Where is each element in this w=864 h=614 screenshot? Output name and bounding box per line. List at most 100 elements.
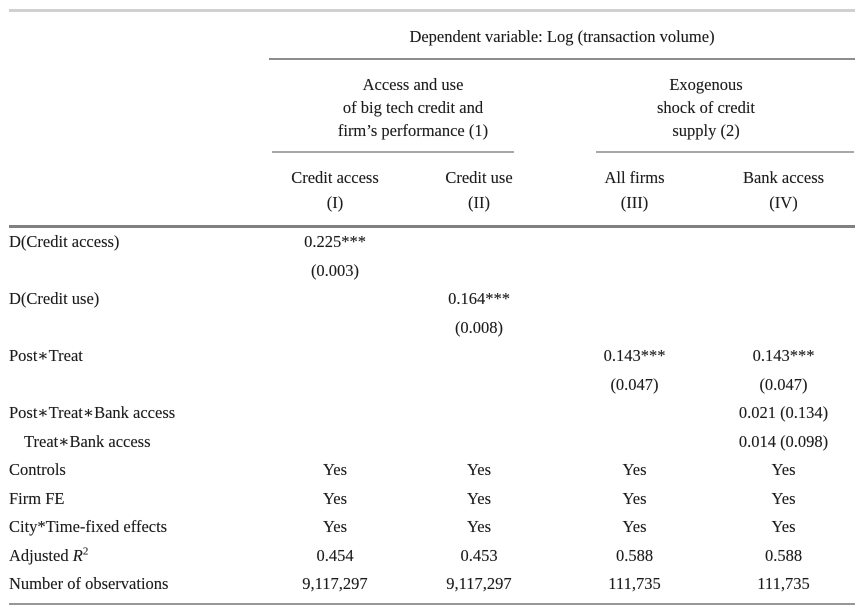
value-cell: (0.047) xyxy=(610,374,659,394)
group-header-row: Access and use of big tech credit and fi… xyxy=(9,59,855,154)
row-label: Treat∗Bank access xyxy=(24,431,151,451)
group-header-access-use: Access and use of big tech credit and fi… xyxy=(269,59,557,154)
value-cell xyxy=(712,314,855,343)
value-cell: Yes xyxy=(622,488,647,508)
row-label-segment: R xyxy=(72,545,83,565)
value-cell xyxy=(712,227,855,257)
value-cell xyxy=(557,399,712,428)
row-label: Number of observations xyxy=(9,570,269,605)
row-label: D(Credit use) xyxy=(9,289,100,308)
column-name: Bank access xyxy=(742,168,825,187)
row-label xyxy=(9,257,269,286)
value-cell xyxy=(557,285,712,314)
row-label xyxy=(9,371,269,400)
column-header-bank-access: Bank access (IV) xyxy=(712,154,856,228)
value-cell: Yes xyxy=(622,517,647,536)
group1-line2: of big tech credit and xyxy=(342,98,484,117)
group1-rule xyxy=(272,151,514,153)
row-label: Post∗Treat∗Bank access xyxy=(9,403,176,422)
value-cell: Yes xyxy=(771,488,796,508)
column-number: (II) xyxy=(468,193,490,212)
column-name: All firms xyxy=(604,168,665,187)
value-cell xyxy=(401,371,557,400)
value-cell: 0.164*** xyxy=(448,289,510,308)
value-cell: Yes xyxy=(771,460,796,479)
value-cell xyxy=(269,399,401,428)
dependent-variable-header: Dependent variable: Log (transaction vol… xyxy=(269,22,856,60)
table-row: City*Time-fixed effects Yes Yes Yes Yes xyxy=(9,513,855,542)
row-label xyxy=(9,314,269,343)
column-header-credit-access: Credit access (I) xyxy=(269,154,401,228)
value-cell xyxy=(269,285,401,314)
column-header-credit-use: Credit use (II) xyxy=(401,154,557,228)
table-row: Controls Yes Yes Yes Yes xyxy=(9,456,855,485)
row-label: Adjusted R2 xyxy=(9,542,269,571)
group1-line3: firm’s performance (1) xyxy=(337,121,489,140)
stub-cell xyxy=(9,154,269,228)
column-header-all-firms: All firms (III) xyxy=(557,154,712,228)
dependent-variable-row: Dependent variable: Log (transaction vol… xyxy=(9,22,856,60)
column-name: Credit use xyxy=(445,168,513,187)
regression-table: Dependent variable: Log (transaction vol… xyxy=(9,22,856,605)
value-cell: Yes xyxy=(466,517,491,536)
value-cell xyxy=(712,257,855,286)
row-label: D(Credit access) xyxy=(9,232,120,251)
row-label-segment: 2 xyxy=(82,545,89,557)
value-cell: 0.143*** xyxy=(603,346,666,365)
value-cell xyxy=(269,314,401,343)
table-row: Post∗Treat 0.143*** 0.143*** xyxy=(9,342,855,371)
value-cell xyxy=(557,227,712,257)
value-cell xyxy=(269,342,401,371)
group2-line3: supply (2) xyxy=(672,121,740,140)
table-row: (0.047) (0.047) xyxy=(9,371,855,400)
value-cell xyxy=(401,257,557,286)
table-top-rule xyxy=(9,9,855,12)
column-name: Credit access xyxy=(291,168,379,187)
dependent-variable-text: Dependent variable: Log (transaction vol… xyxy=(409,27,715,46)
table-row: Adjusted R2 0.454 0.453 0.588 0.588 xyxy=(9,542,855,571)
column-number: (I) xyxy=(326,193,344,212)
value-cell: 0.225*** xyxy=(304,232,366,251)
group1-line1: Access and use xyxy=(362,75,464,94)
table-row: (0.003) xyxy=(9,257,855,286)
value-cell xyxy=(557,428,712,457)
row-label-segment: Adjusted xyxy=(9,545,73,565)
row-label: Controls xyxy=(9,460,66,479)
column-number: (III) xyxy=(620,193,649,212)
value-cell xyxy=(401,342,557,371)
value-cell: 9,117,297 xyxy=(401,570,557,605)
group2-rule xyxy=(596,151,855,153)
table-row: (0.008) xyxy=(9,314,855,343)
group-header-access-use-lines: Access and use of big tech credit and fi… xyxy=(270,73,556,142)
row-label: City*Time-fixed effects xyxy=(9,517,168,536)
value-cell xyxy=(269,428,401,457)
value-cell xyxy=(557,257,712,286)
group2-line1: Exogenous xyxy=(669,75,743,94)
table-row: D(Credit use) 0.164*** xyxy=(9,285,855,314)
value-cell: Yes xyxy=(466,460,491,479)
value-cell: 0.021 (0.134) xyxy=(738,403,829,422)
stub-cell xyxy=(9,22,269,59)
column-header-row: Credit access (I) Credit use (II) All fi… xyxy=(9,154,856,228)
value-cell: 0.588 xyxy=(764,545,803,565)
value-cell: Yes xyxy=(771,517,796,536)
value-cell: 0.453 xyxy=(460,545,498,565)
value-cell: Yes xyxy=(466,488,491,508)
value-cell xyxy=(269,371,401,400)
value-cell: Yes xyxy=(622,460,647,479)
value-cell: Yes xyxy=(322,517,347,536)
value-cell: 111,735 xyxy=(712,570,856,605)
stub-cell xyxy=(9,59,269,154)
table-row: Treat∗Bank access 0.014 (0.098) xyxy=(9,428,855,457)
table-row: Firm FE Yes Yes Yes Yes xyxy=(9,485,855,514)
value-cell: (0.047) xyxy=(759,374,808,394)
value-cell xyxy=(712,285,855,314)
column-number: (IV) xyxy=(769,193,798,212)
row-label: Post∗Treat xyxy=(9,346,83,365)
value-cell: (0.008) xyxy=(454,317,504,337)
group-header-exogenous-shock-lines: Exogenous shock of credit supply (2) xyxy=(558,73,854,142)
table-row: D(Credit access) 0.225*** xyxy=(9,227,855,257)
value-cell xyxy=(401,428,557,457)
value-cell xyxy=(557,314,712,343)
table-row: Number of observations 9,117,297 9,117,297… xyxy=(9,570,856,605)
